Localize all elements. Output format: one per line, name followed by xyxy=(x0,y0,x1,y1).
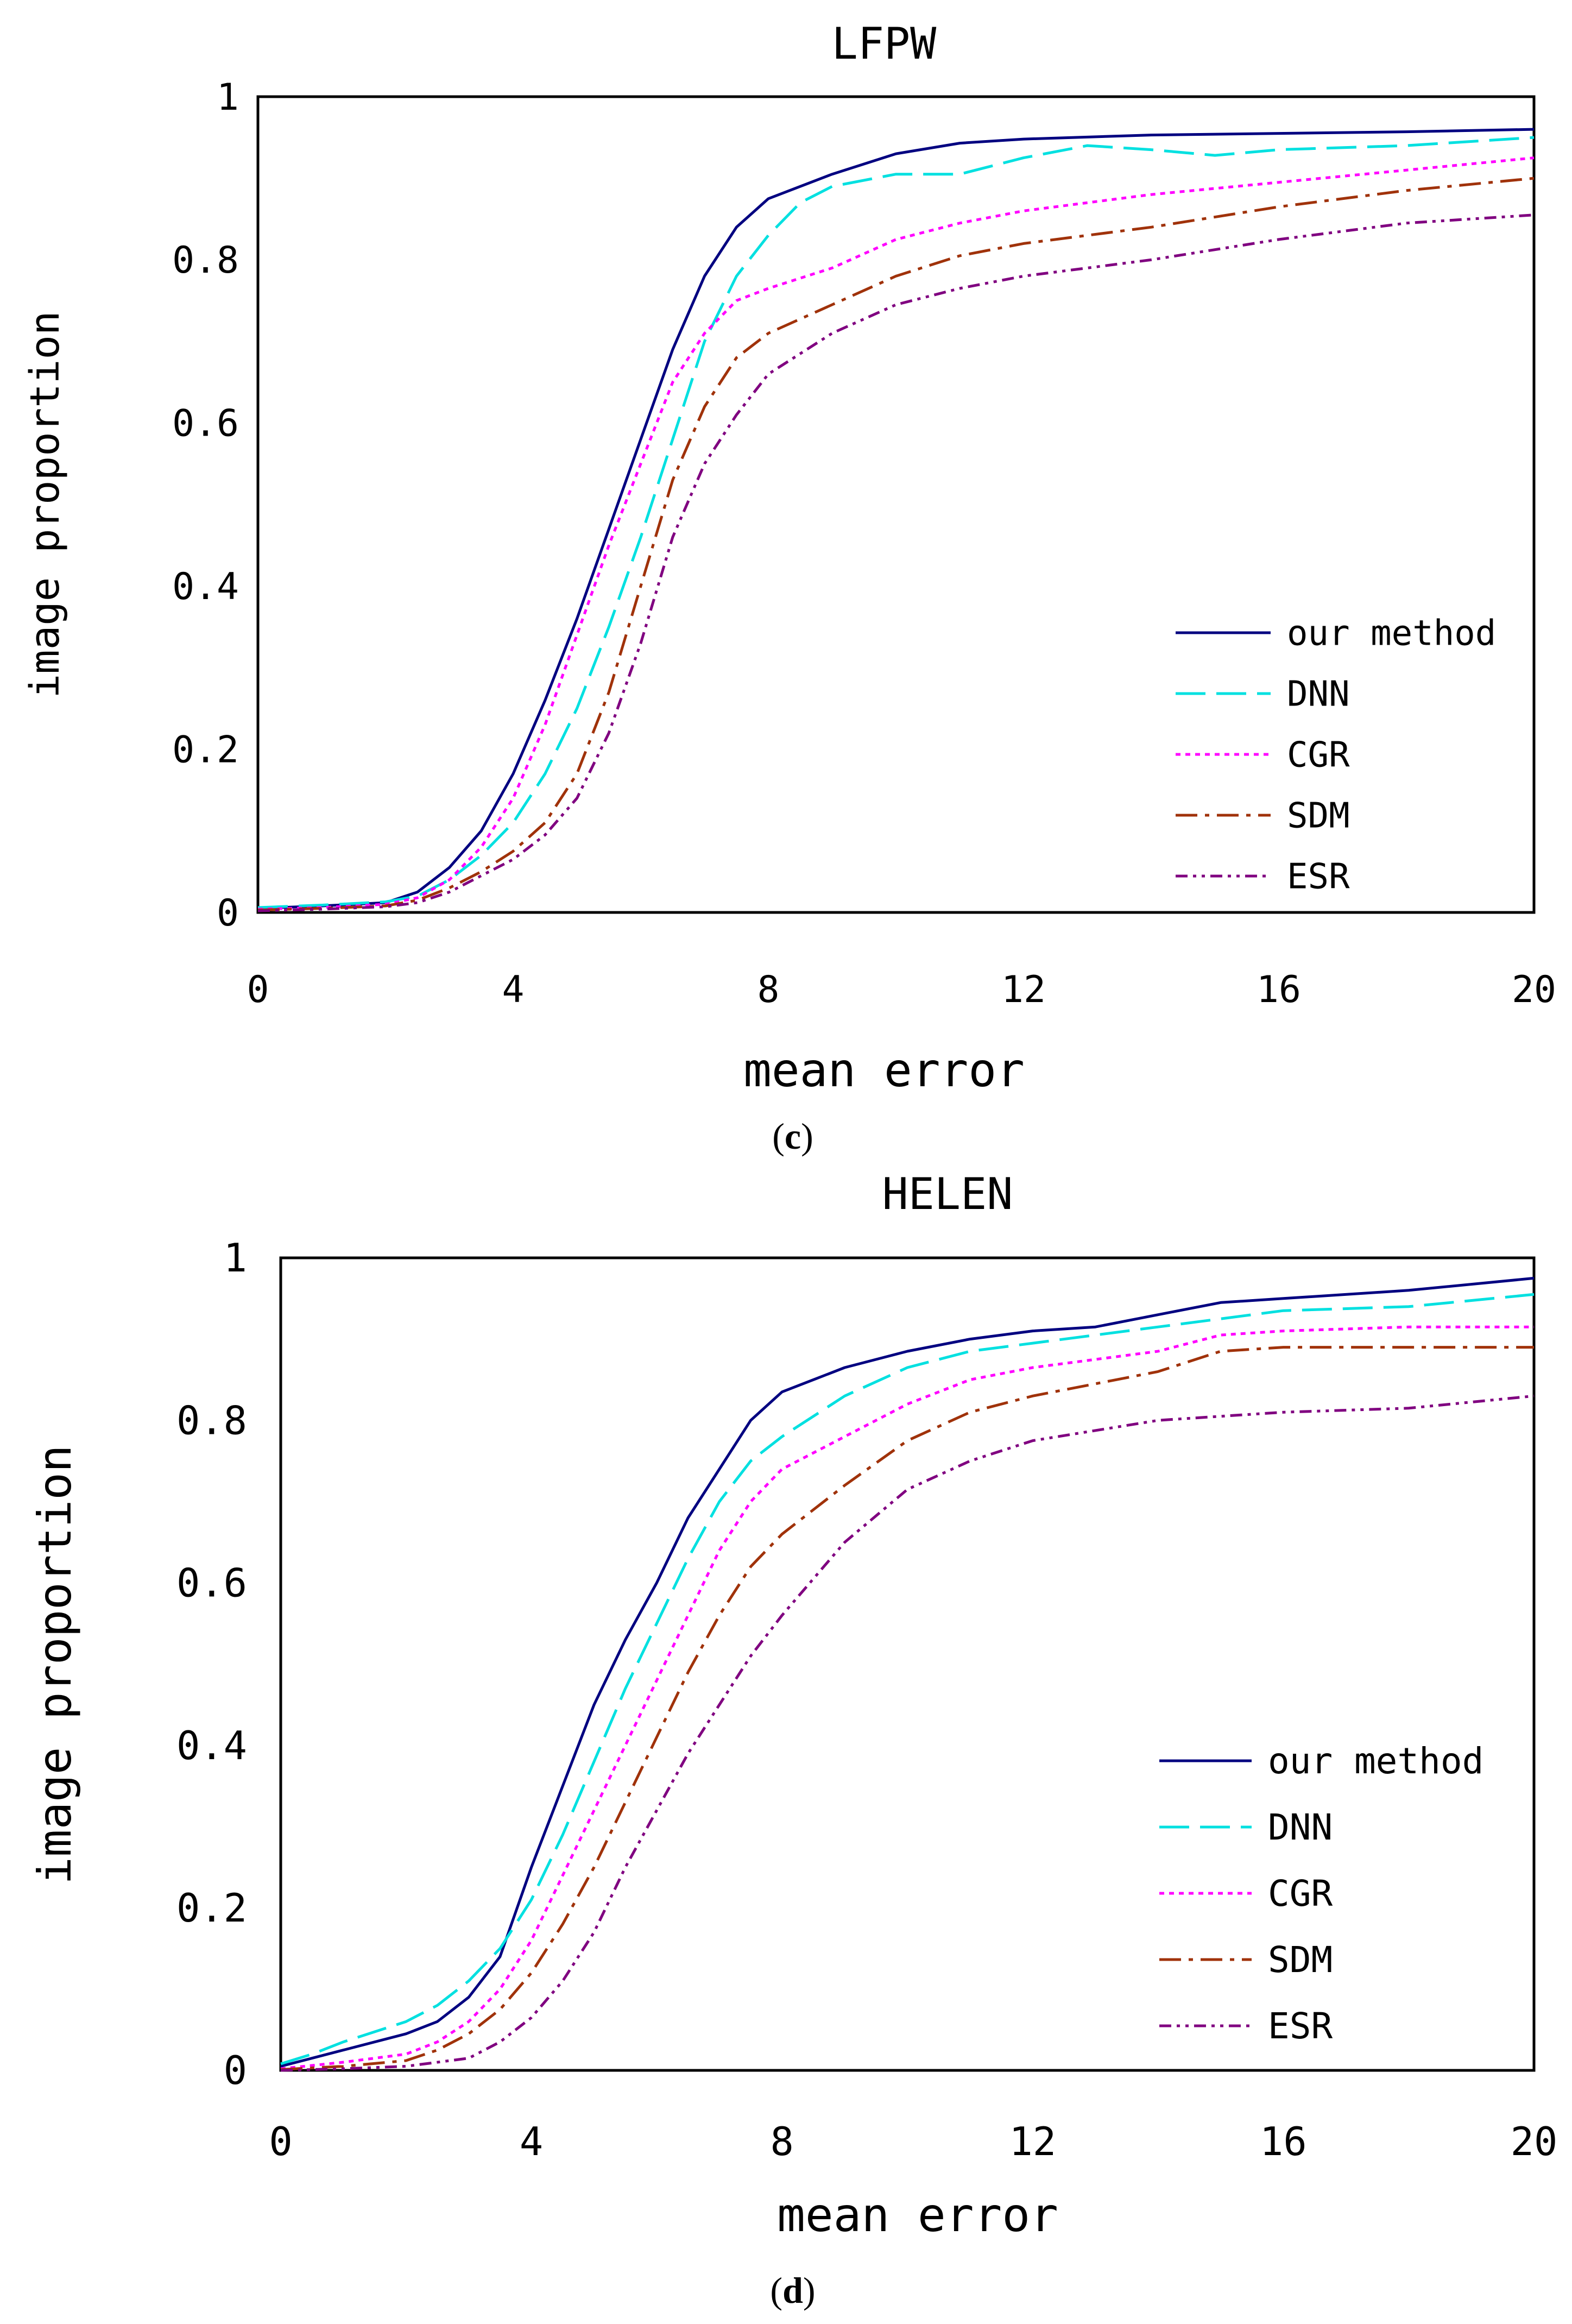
x-tick-label: 20 xyxy=(1512,968,1556,1011)
legend-label-our-method: our method xyxy=(1287,613,1496,653)
x-axis-label: mean error xyxy=(743,1043,1025,1098)
chart-title: LFPW xyxy=(832,18,937,69)
x-tick-label: 16 xyxy=(1257,968,1301,1011)
series-line-esr xyxy=(257,213,1535,912)
series-line-sdm xyxy=(257,177,1535,911)
legend-label-esr: ESR xyxy=(1268,2005,1333,2047)
caption-letter: d xyxy=(782,2270,803,2311)
series-layer xyxy=(280,1276,1535,2072)
legend: our method DNN CGR SDM ESR xyxy=(1176,613,1496,897)
y-axis-label: image proportion xyxy=(22,311,68,698)
series-line-sdm xyxy=(280,1346,1534,2071)
y-axis-ticks: 0 0.2 0.4 0.6 0.8 1 xyxy=(176,1235,247,2093)
y-tick-label: 0.4 xyxy=(172,565,239,608)
x-tick-label: 4 xyxy=(520,2119,543,2164)
legend-label-cgr: CGR xyxy=(1268,1873,1333,1914)
y-tick-label: 0.8 xyxy=(176,1397,247,1443)
y-tick-label: 0 xyxy=(224,2048,247,2093)
x-tick-label: 16 xyxy=(1260,2119,1307,2164)
x-tick-label: 0 xyxy=(269,2119,292,2164)
legend-label-sdm: SDM xyxy=(1268,1939,1333,1981)
x-tick-label: 8 xyxy=(757,968,780,1011)
chart-lfpw: LFPW 0 4 8 12 16 20 0 0.2 0.4 0.6 0.8 1 our method… xyxy=(22,18,1556,1157)
y-tick-label: 1 xyxy=(217,76,239,119)
x-axis-ticks: 0 4 8 12 16 20 xyxy=(269,2119,1557,2164)
legend-label-cgr: CGR xyxy=(1287,735,1350,775)
chart-helen: HELEN 0 4 8 12 16 20 0 0.2 0.4 0.6 0.8 1 our metho… xyxy=(28,1169,1557,2311)
series-line-esr xyxy=(280,1394,1535,2072)
series-line-cgr xyxy=(257,156,1535,911)
chart-title: HELEN xyxy=(882,1169,1013,1219)
y-tick-label: 0.8 xyxy=(172,239,239,282)
caption-letter: c xyxy=(785,1116,801,1157)
series-line-dnn xyxy=(257,136,1535,909)
x-tick-label: 0 xyxy=(247,968,269,1011)
y-tick-label: 0.2 xyxy=(176,1885,247,1931)
legend-label-dnn: DNN xyxy=(1287,674,1350,714)
y-tick-label: 0 xyxy=(217,892,239,935)
series-line-cgr xyxy=(280,1325,1534,2070)
y-axis-label: image proportion xyxy=(28,1445,81,1884)
figure-caption: (d) xyxy=(770,2270,815,2311)
legend: our method DNN CGR SDM ESR xyxy=(1159,1740,1483,2047)
x-axis-label: mean error xyxy=(777,2188,1058,2243)
x-tick-label: 12 xyxy=(1009,2119,1056,2164)
plot-area xyxy=(256,95,1536,914)
series-layer xyxy=(257,128,1535,912)
plot-area xyxy=(279,1256,1536,2072)
y-tick-label: 0.6 xyxy=(176,1560,247,1606)
series-line-our-method xyxy=(257,128,1535,910)
x-tick-label: 4 xyxy=(502,968,525,1011)
series-line-our-method xyxy=(280,1276,1535,2068)
legend-label-our-method: our method xyxy=(1268,1740,1483,1782)
x-tick-label: 20 xyxy=(1511,2119,1558,2164)
y-tick-label: 0.2 xyxy=(172,728,239,771)
legend-label-esr: ESR xyxy=(1287,856,1350,897)
x-tick-label: 8 xyxy=(771,2119,794,2164)
y-tick-label: 0.4 xyxy=(176,1723,247,1768)
y-axis-ticks: 0 0.2 0.4 0.6 0.8 1 xyxy=(172,76,239,935)
figure-caption: (c) xyxy=(772,1116,813,1157)
y-tick-label: 1 xyxy=(224,1235,247,1281)
x-tick-label: 12 xyxy=(1001,968,1046,1011)
legend-label-dnn: DNN xyxy=(1268,1806,1333,1848)
y-tick-label: 0.6 xyxy=(172,402,239,445)
legend-label-sdm: SDM xyxy=(1287,796,1350,836)
x-axis-ticks: 0 4 8 12 16 20 xyxy=(247,968,1556,1011)
